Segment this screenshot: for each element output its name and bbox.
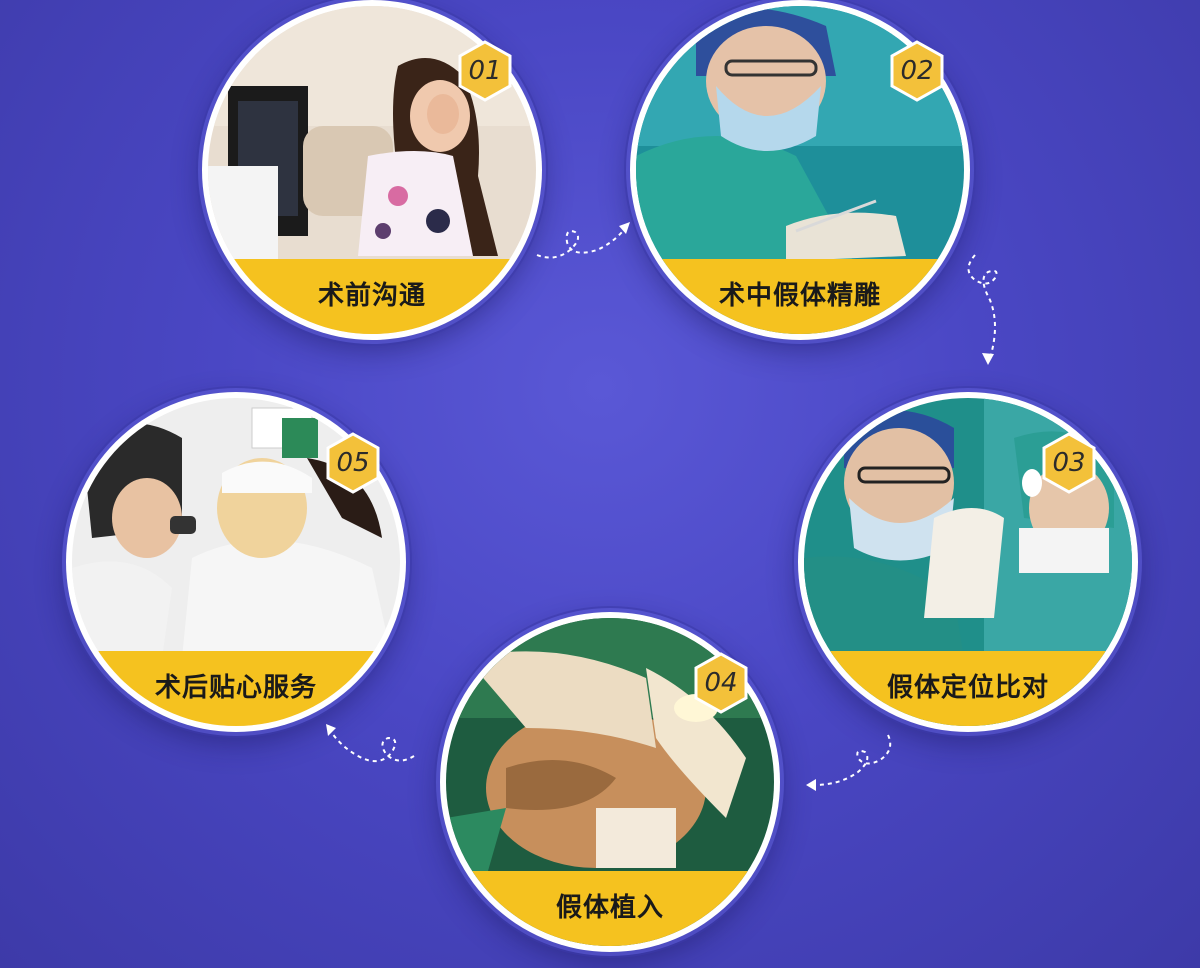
- step-5-band: 术后贴心服务: [72, 650, 400, 726]
- step-4-label: 假体植入: [555, 892, 664, 923]
- arrow-step1-to-step2: [535, 210, 635, 270]
- step-1-band: 术前沟通: [208, 258, 536, 334]
- step-4-circle: 假体植入: [446, 618, 774, 946]
- step-1-label: 术前沟通: [317, 280, 426, 311]
- hexagon-icon: [890, 40, 944, 102]
- step-5-badge: 05: [322, 432, 384, 494]
- step-2-badge: 02: [886, 40, 948, 102]
- dashed-arrow-icon: [536, 222, 630, 259]
- hexagon-icon: [458, 40, 512, 102]
- step-2-band: 术中假体精雕: [636, 258, 964, 334]
- step-4-number: 04: [704, 668, 738, 698]
- dashed-arrow-icon: [806, 734, 892, 791]
- dashed-arrow-icon: [326, 724, 415, 763]
- step-5-label: 术后贴心服务: [154, 672, 317, 703]
- hexagon-icon: [1042, 432, 1096, 494]
- step-5: 术后贴心服务 05: [66, 392, 406, 732]
- step-2-label: 术中假体精雕: [718, 280, 881, 311]
- step-3-label: 假体定位比对: [886, 672, 1049, 703]
- step-3-badge: 03: [1038, 432, 1100, 494]
- step-4: 假体植入 04: [440, 612, 780, 952]
- step-3-number: 03: [1052, 448, 1086, 478]
- hexagon-icon: [326, 432, 380, 494]
- arrow-step4-to-step5: [318, 716, 418, 776]
- step-2-number: 02: [900, 56, 934, 86]
- dashed-arrow-icon: [967, 254, 998, 365]
- arrow-step3-to-step4: [800, 730, 900, 800]
- step-1-badge: 01: [454, 40, 516, 102]
- hexagon-icon: [694, 652, 748, 714]
- step-2: 术中假体精雕 02: [630, 0, 970, 340]
- step-3-band: 假体定位比对: [804, 650, 1132, 726]
- step-5-number: 05: [336, 448, 370, 478]
- step-4-badge: 04: [690, 652, 752, 714]
- step-4-band: 假体植入: [446, 870, 774, 946]
- step-1: 术前沟通 01: [202, 0, 542, 340]
- arrow-step2-to-step3: [960, 250, 1020, 370]
- step-1-number: 01: [468, 56, 502, 86]
- step-3: 假体定位比对 03: [798, 392, 1138, 732]
